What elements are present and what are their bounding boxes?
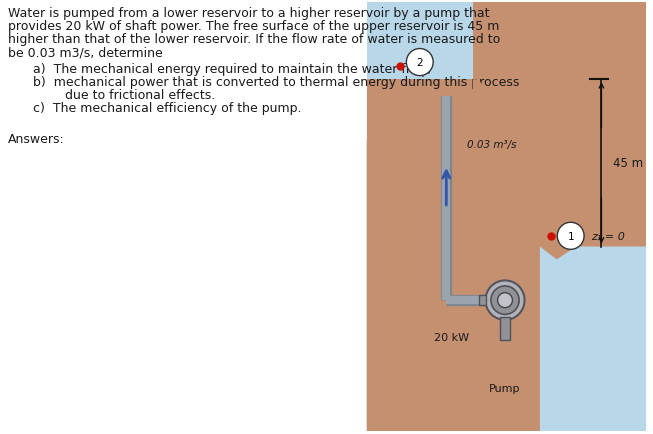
Text: a)  The mechanical energy required to maintain the water flow,: a) The mechanical energy required to mai… [33,63,431,76]
Bar [500,318,510,341]
Circle shape [406,49,433,76]
Circle shape [485,281,524,320]
Text: 0.03 m³/s: 0.03 m³/s [468,139,517,149]
Text: Water is pumped from a lower reservoir to a higher reservoir by a pump that: Water is pumped from a lower reservoir t… [8,7,490,20]
Text: c)  The mechanical efficiency of the pump.: c) The mechanical efficiency of the pump… [33,102,301,115]
Circle shape [491,286,519,315]
Polygon shape [451,80,540,431]
Polygon shape [367,3,473,80]
Text: 45 m: 45 m [613,157,643,170]
Text: Answers:: Answers: [8,133,65,146]
Text: due to frictional effects.: due to frictional effects. [33,89,215,102]
Text: Pump: Pump [489,383,520,393]
Polygon shape [520,247,646,431]
Text: z₁ = 0: z₁ = 0 [591,231,625,241]
Text: b)  mechanical power that is converted to thermal energy during this process: b) mechanical power that is converted to… [33,76,519,89]
Polygon shape [367,3,646,431]
Circle shape [557,223,584,250]
Circle shape [498,293,513,308]
Text: provides 20 kW of shaft power. The free surface of the upper reservoir is 45 m: provides 20 kW of shaft power. The free … [8,20,500,33]
Bar [479,296,486,306]
Text: 1: 1 [567,231,574,241]
Text: 2: 2 [417,58,423,68]
Text: be 0.03 m3/s, determine: be 0.03 m3/s, determine [8,46,163,59]
Text: 20 kW: 20 kW [434,332,469,342]
Text: higher than that of the lower reservoir. If the flow rate of water is measured t: higher than that of the lower reservoir.… [8,33,500,46]
Polygon shape [367,140,451,431]
